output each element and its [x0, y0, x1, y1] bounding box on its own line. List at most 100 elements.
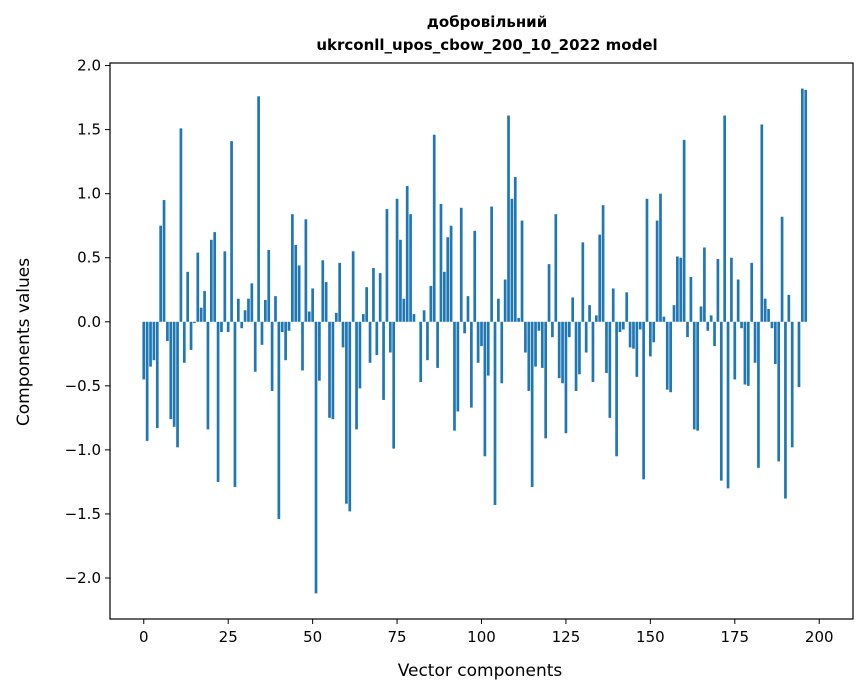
y-tick-label: 0.0 — [77, 313, 101, 331]
bar — [267, 250, 271, 322]
bar — [750, 262, 754, 322]
bar — [757, 321, 760, 468]
bar — [196, 252, 200, 322]
y-tick-label: 0.5 — [77, 249, 101, 267]
bar — [706, 321, 710, 331]
bar — [331, 321, 335, 420]
bar — [520, 220, 524, 322]
y-tick-label: −1.5 — [65, 505, 101, 523]
bar — [784, 321, 787, 499]
bar — [500, 321, 504, 384]
bar — [804, 89, 808, 322]
bar — [324, 282, 328, 322]
bar — [665, 321, 669, 390]
y-tick-label: −2.0 — [65, 569, 101, 587]
bar — [557, 321, 561, 379]
bar — [345, 321, 348, 504]
bar — [388, 321, 392, 353]
x-tick-label: 100 — [467, 628, 496, 646]
bar — [760, 124, 764, 322]
bar — [378, 273, 382, 322]
bar — [709, 315, 713, 322]
bar — [554, 214, 558, 322]
bar — [166, 321, 169, 341]
bar — [402, 298, 406, 322]
bar — [216, 321, 220, 482]
bar — [159, 225, 163, 322]
bar — [321, 260, 325, 322]
bar — [618, 321, 622, 333]
bar — [497, 298, 500, 322]
bar — [480, 321, 483, 347]
bar — [719, 321, 723, 481]
bar — [632, 321, 635, 349]
bar — [581, 242, 585, 322]
bar — [588, 305, 591, 322]
bar — [412, 314, 416, 322]
bar — [551, 321, 554, 338]
y-axis-label: Components values — [14, 258, 34, 426]
bar — [790, 321, 794, 448]
bar — [155, 321, 159, 429]
bar — [182, 321, 186, 363]
bar — [463, 321, 466, 334]
bar — [395, 198, 399, 322]
x-tick-label: 50 — [303, 628, 322, 646]
bar — [294, 244, 298, 322]
bar — [142, 321, 146, 380]
bar — [513, 177, 517, 322]
bar — [301, 321, 304, 371]
bar — [652, 321, 656, 343]
x-tick-label: 125 — [552, 628, 581, 646]
bar — [328, 321, 331, 418]
bar — [341, 321, 345, 348]
bar — [186, 271, 190, 322]
bar — [382, 321, 385, 400]
bar — [405, 185, 409, 322]
bar — [645, 198, 649, 322]
bar — [240, 321, 244, 329]
bar — [605, 321, 608, 374]
bar — [361, 314, 365, 322]
bar — [699, 306, 703, 322]
bar — [145, 321, 149, 441]
bar — [574, 321, 578, 391]
bar — [392, 321, 396, 449]
y-tick-label: 1.5 — [77, 121, 101, 139]
bar — [206, 321, 210, 430]
bar — [773, 321, 777, 365]
bar — [264, 300, 267, 322]
bar — [713, 321, 716, 347]
bar — [638, 321, 642, 330]
bar — [358, 321, 362, 389]
bar — [334, 312, 338, 322]
bar — [470, 321, 473, 408]
bar — [649, 321, 652, 357]
bar — [483, 321, 487, 457]
bar — [544, 321, 548, 439]
bar — [621, 321, 625, 330]
bar — [507, 115, 510, 322]
chart-title-line-1: добровільний — [427, 13, 547, 31]
bar — [611, 288, 615, 322]
bar — [601, 205, 605, 322]
bar — [767, 308, 770, 322]
bar — [534, 321, 537, 367]
bar — [213, 232, 217, 322]
bar — [226, 321, 230, 333]
bar — [355, 321, 358, 430]
bar — [243, 310, 247, 322]
x-tick-label: 0 — [139, 628, 149, 646]
bar — [635, 321, 639, 377]
bar — [696, 321, 699, 431]
y-tick-label: −0.5 — [65, 377, 101, 395]
bar — [446, 237, 450, 322]
bar — [770, 321, 774, 329]
bar — [598, 234, 602, 322]
bar — [287, 321, 291, 331]
bar — [375, 321, 379, 356]
bar — [655, 220, 659, 322]
bar — [368, 321, 372, 363]
x-axis-label: Vector components — [398, 661, 563, 681]
